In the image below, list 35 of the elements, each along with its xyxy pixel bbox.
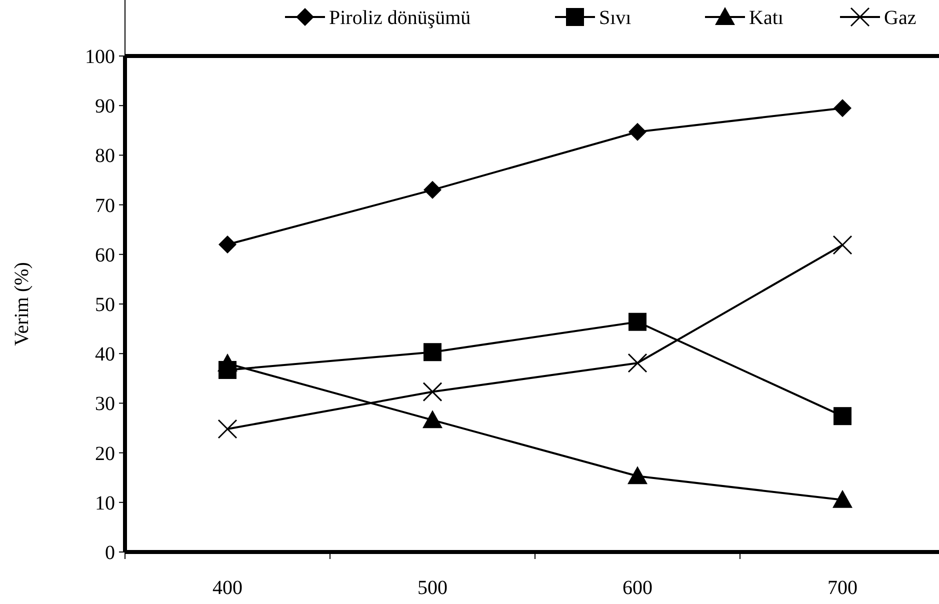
legend-label: Katı bbox=[749, 7, 784, 29]
point bbox=[424, 180, 442, 199]
point bbox=[218, 235, 236, 254]
point bbox=[834, 99, 852, 118]
y-tick-label: 50 bbox=[95, 294, 115, 316]
point bbox=[628, 312, 646, 331]
x-tick-label: 400 bbox=[212, 577, 242, 599]
point bbox=[218, 419, 238, 439]
y-tick-label: 0 bbox=[105, 542, 115, 564]
legend-label: Gaz bbox=[884, 7, 916, 29]
y-tick-label: 100 bbox=[85, 46, 115, 68]
point bbox=[628, 122, 646, 141]
x-tick-label: 700 bbox=[828, 577, 858, 599]
y-tick-label: 70 bbox=[95, 194, 115, 217]
legend-label: Piroliz dönüşümü bbox=[329, 7, 471, 29]
y-tick-label: 60 bbox=[95, 244, 115, 266]
point bbox=[422, 410, 442, 428]
y-tick-label: 10 bbox=[95, 492, 115, 514]
point bbox=[422, 382, 442, 402]
x-tick-label: 500 bbox=[418, 577, 448, 599]
y-tick-label: 80 bbox=[95, 145, 115, 168]
y-tick-label: 30 bbox=[95, 393, 115, 416]
y-tick-label: 20 bbox=[95, 442, 115, 465]
y-tick-label: 40 bbox=[95, 344, 115, 366]
point bbox=[424, 343, 442, 362]
point bbox=[628, 466, 648, 484]
point bbox=[628, 353, 648, 373]
y-axis-title: Verim (%) bbox=[11, 262, 33, 346]
point bbox=[832, 235, 852, 255]
point bbox=[218, 354, 238, 372]
point bbox=[832, 490, 852, 508]
y-tick-label: 90 bbox=[95, 96, 115, 118]
legend-label: Sıvı bbox=[599, 7, 632, 29]
point bbox=[834, 407, 852, 426]
x-tick-label: 600 bbox=[622, 577, 652, 599]
